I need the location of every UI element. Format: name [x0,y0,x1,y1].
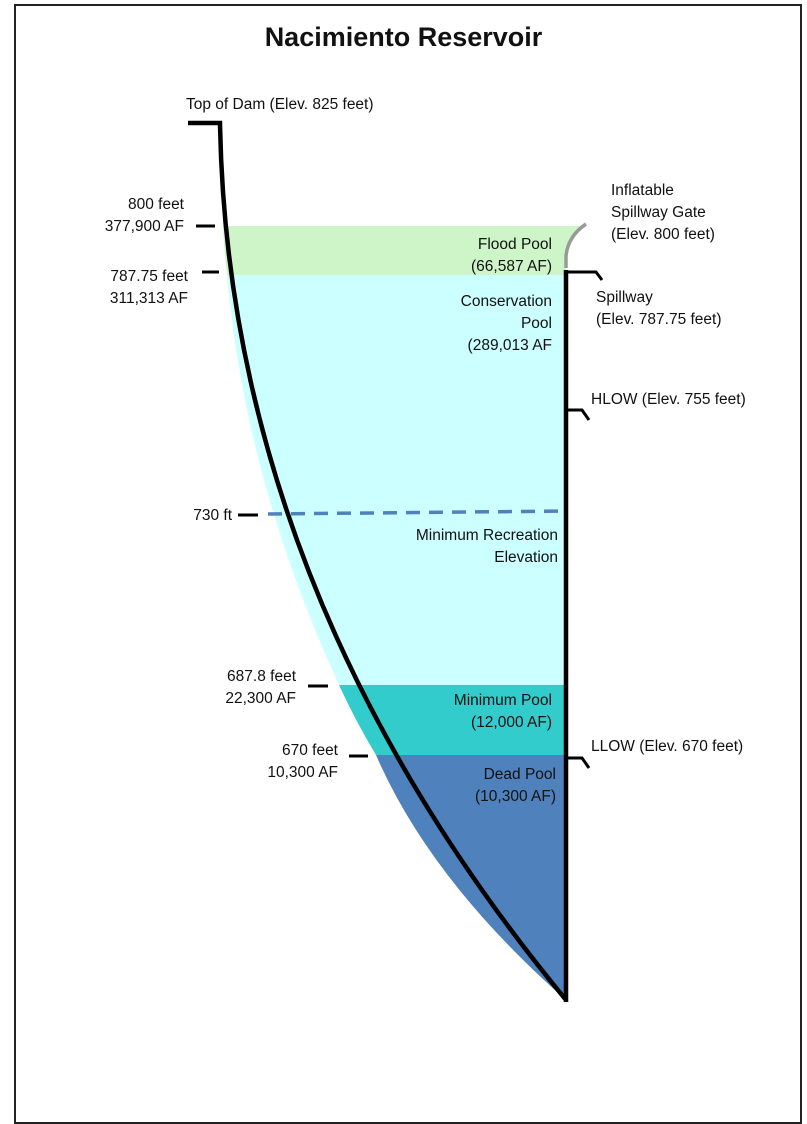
elev-800-af: 377,900 AF [104,218,184,235]
spillway-gate-line2: Spillway Gate [611,204,706,221]
elev-800-label: 800 feet 377,900 AF [60,194,184,238]
minimum-recreation-line [267,509,569,516]
conservation-pool-volume: (289,013 AF [467,337,552,354]
dead-pool-name: Dead Pool [483,766,556,783]
llow-label: LLOW (Elev. 670 feet) [591,738,744,755]
hlow-label: HLOW (Elev. 755 feet) [591,391,746,408]
elev-787-af: 311,313 AF [109,290,188,307]
conservation-pool-label: Conservation Pool (289,013 AF [350,291,552,357]
minimum-pool-label: Minimum Pool (12,000 AF) [350,690,552,734]
minimum-pool-volume: (12,000 AF) [471,714,552,731]
conservation-pool-name: Conservation [460,293,552,310]
spillway-label: Spillway (Elev. 787.75 feet) [596,287,722,331]
spillway-mark [566,270,604,281]
min-recreation-name: Minimum Recreation [415,527,558,544]
elev-670-af: 10,300 AF [267,764,338,781]
elev-787-label: 787.75 feet 311,313 AF [60,266,188,310]
elev-687-af: 22,300 AF [225,690,296,707]
min-recreation-name-2: Elevation [494,549,558,566]
min-recreation-label: Minimum Recreation Elevation [330,525,558,569]
diagram-title: Nacimiento Reservoir [264,22,543,52]
spillway-name: Spillway [596,289,653,306]
spillway-gate-line1: Inflatable [611,182,674,199]
flood-pool-zone [223,226,582,275]
dam-top-label: Top of Dam (Elev. 825 feet) [186,96,374,113]
conservation-pool-name-2: Pool [520,315,552,332]
hlow-outlet-mark [566,408,591,421]
spillway-gate-icon [564,222,588,268]
elev-670-label: 670 feet 10,300 AF [190,740,338,784]
dead-pool-volume: (10,300 AF) [475,788,556,805]
spillway-elev: (Elev. 787.75 feet) [596,311,722,328]
elev-670-feet: 670 feet [281,742,338,759]
minimum-pool-zone [339,685,566,755]
dam-face [188,120,568,1002]
elev-687-label: 687.8 feet 22,300 AF [150,666,296,710]
llow-outlet-mark [566,756,591,769]
flood-pool-volume: (66,587 AF) [471,258,552,275]
elev-787-feet: 787.75 feet [110,268,188,285]
flood-pool-name: Flood Pool [477,236,552,253]
spillway-gate-elev: (Elev. 800 feet) [611,226,715,243]
minimum-pool-name: Minimum Pool [453,692,552,709]
elev-687-feet: 687.8 feet [227,668,296,685]
spillway-gate-label: Inflatable Spillway Gate (Elev. 800 feet… [611,180,715,246]
dead-pool-label: Dead Pool (10,300 AF) [350,764,556,808]
flood-pool-label: Flood Pool (66,587 AF) [350,234,552,278]
elev-800-feet: 800 feet [127,196,184,213]
elev-730-label: 730 ft [193,507,232,524]
